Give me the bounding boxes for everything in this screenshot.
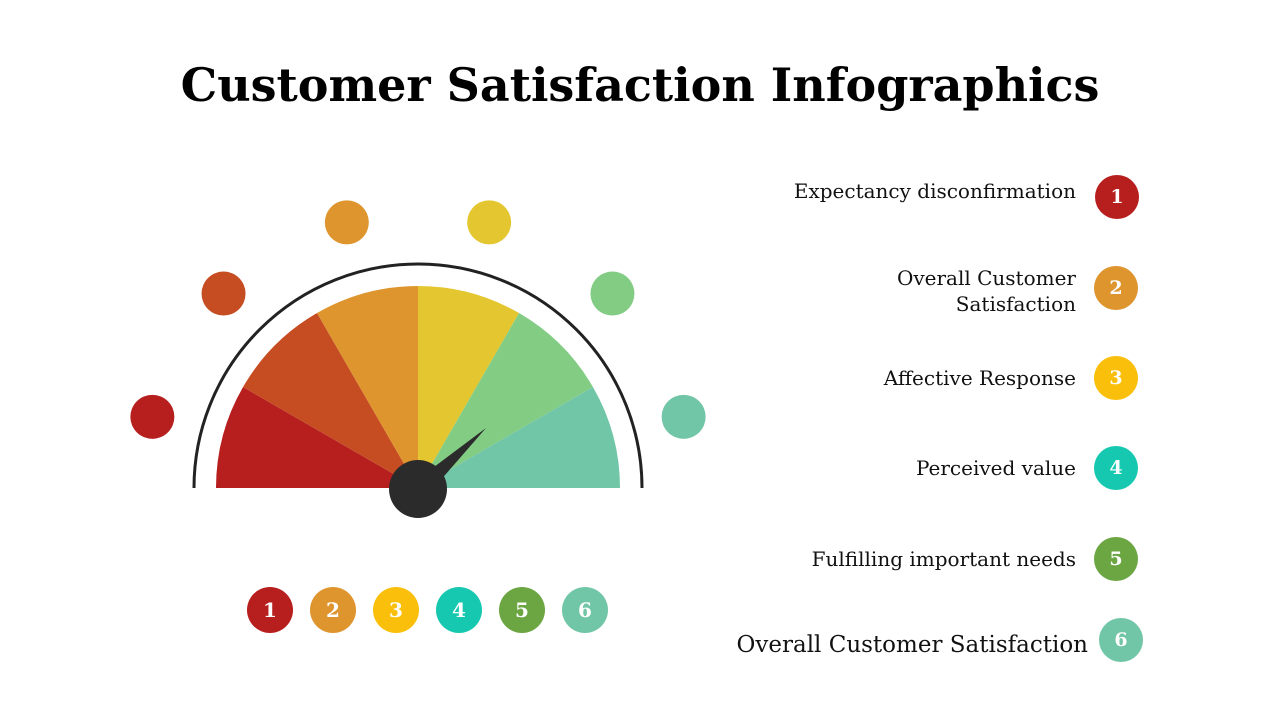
gauge-hub (389, 460, 447, 518)
legend-number-dot-6: 6 (1099, 618, 1143, 662)
legend-number-dot-5: 5 (1094, 537, 1138, 581)
legend-number-dot-3: 3 (1094, 356, 1138, 400)
gauge-marker-dot-2 (201, 271, 246, 316)
gauge-segment-1 (216, 387, 418, 488)
bottom-number-dot-2: 2 (310, 587, 356, 633)
bottom-number-dot-5: 5 (499, 587, 545, 633)
gauge-segment-2 (243, 313, 418, 488)
gauge-marker-dot-5 (590, 271, 635, 316)
gauge-marker-dot-3 (324, 200, 369, 245)
gauge-marker-dot-6 (661, 394, 706, 439)
gauge-segment-4 (418, 286, 519, 488)
legend-number-dot-1: 1 (1095, 175, 1139, 219)
legend-number-dot-2: 2 (1094, 266, 1138, 310)
legend-label-1: Expectancy disconfirmation (793, 179, 1076, 203)
gauge-marker-dot-4 (467, 200, 512, 245)
gauge-marker-dot-1 (130, 394, 175, 439)
bottom-number-dot-1: 1 (247, 587, 293, 633)
bottom-number-dot-6: 6 (562, 587, 608, 633)
bottom-number-dot-3: 3 (373, 587, 419, 633)
satisfaction-gauge (130, 200, 706, 518)
gauge-segment-3 (317, 286, 418, 488)
gauge-outer-arc (192, 262, 644, 489)
legend-number-dot-4: 4 (1094, 446, 1138, 490)
gauge-segment-5 (418, 313, 593, 488)
legend-label-5: Fulfilling important needs (811, 547, 1076, 571)
gauge-segment-6 (418, 387, 620, 488)
legend-label-3: Affective Response (883, 366, 1076, 390)
bottom-number-dot-4: 4 (436, 587, 482, 633)
legend-label-6: Overall Customer Satisfaction (736, 632, 1088, 658)
page-title: Customer Satisfaction Infographics (180, 58, 1100, 112)
legend-label-2: Overall Customer Satisfaction (896, 266, 1076, 316)
legend-label-4: Perceived value (915, 456, 1076, 480)
